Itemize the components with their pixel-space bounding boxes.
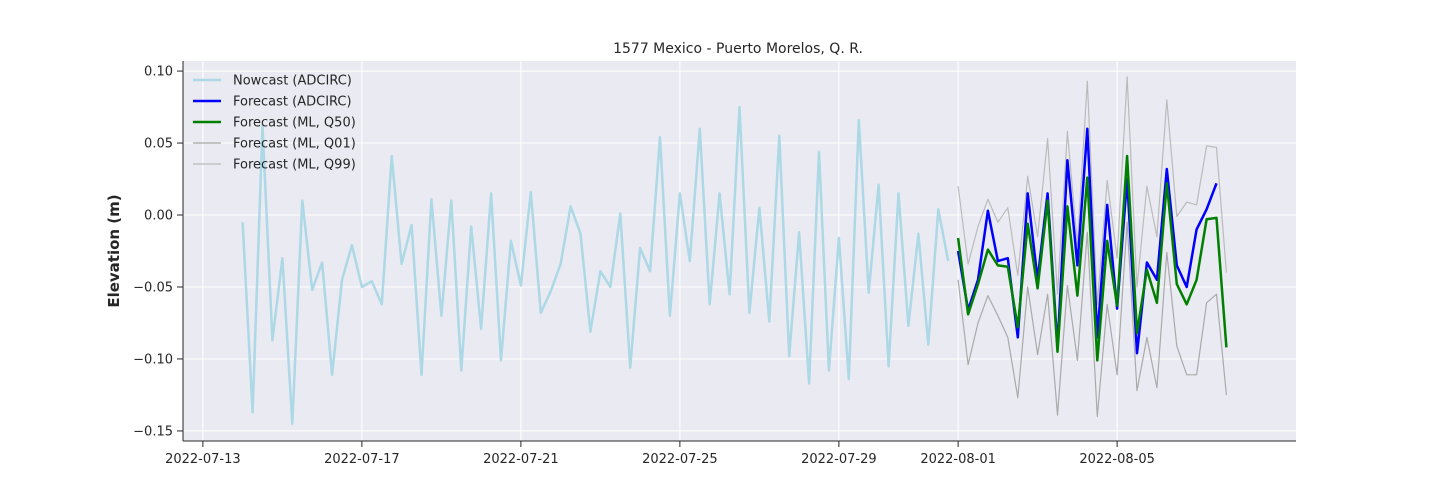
y-axis-label: Elevation (m) — [105, 194, 123, 307]
series-line-1 — [956, 127, 1218, 355]
series-line-4 — [957, 76, 1227, 305]
legend-label: Forecast (ADCIRC) — [233, 95, 352, 110]
y-tick-label: −0.15 — [133, 424, 173, 439]
grid — [183, 61, 1296, 441]
chart-title: 1577 Mexico - Puerto Morelos, Q. R. — [613, 41, 863, 57]
series-line-3 — [957, 221, 1227, 418]
x-tick-label: 2022-07-21 — [483, 452, 559, 467]
x-tick-label: 2022-07-25 — [642, 452, 718, 467]
series-line-0 — [241, 105, 950, 425]
series-line-2 — [956, 154, 1228, 362]
y-tick-label: 0.00 — [144, 209, 173, 224]
legend-label: Nowcast (ADCIRC) — [233, 74, 352, 89]
y-tick-label: 0.10 — [144, 65, 173, 80]
x-tick-label: 2022-08-05 — [1079, 452, 1155, 467]
y-tick-label: −0.10 — [133, 352, 173, 367]
y-tick-label: −0.05 — [133, 280, 173, 295]
legend-label: Forecast (ML, Q99) — [233, 158, 356, 173]
x-tick-label: 2022-07-13 — [165, 452, 241, 467]
legend: Nowcast (ADCIRC) Forecast (ADCIRC) Forecas… — [193, 74, 356, 173]
x-tick-label: 2022-08-01 — [920, 452, 996, 467]
y-tick-label: 0.05 — [144, 137, 173, 152]
legend-label: Forecast (ML, Q01) — [233, 137, 356, 152]
legend-label: Forecast (ML, Q50) — [233, 116, 356, 131]
x-tick-label: 2022-07-17 — [324, 452, 400, 467]
axes: 2022-07-13 2022-07-17 2022-07-21 2022-07-25… — [133, 61, 1296, 467]
series — [241, 76, 1228, 425]
x-tick-label: 2022-07-29 — [801, 452, 877, 467]
